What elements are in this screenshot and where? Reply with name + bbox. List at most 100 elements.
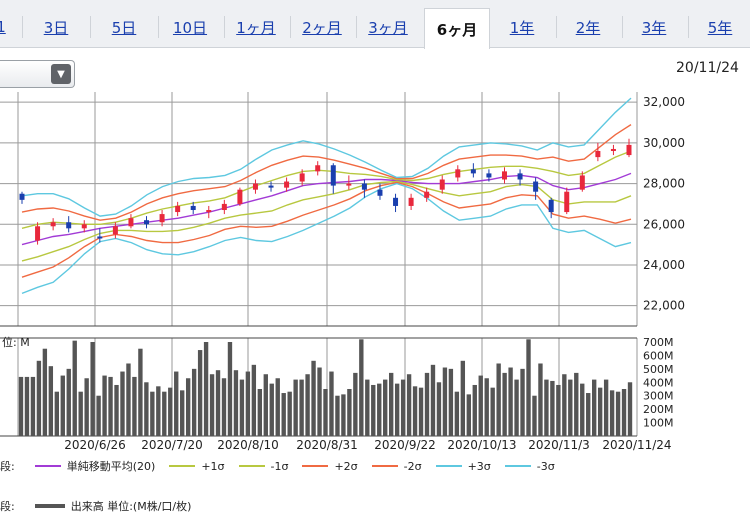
volume-bar xyxy=(377,383,382,436)
volume-bar xyxy=(42,348,48,436)
volume-bar xyxy=(609,390,615,436)
volume-bar xyxy=(78,391,83,436)
volume-bar xyxy=(365,379,370,436)
volume-bar xyxy=(436,382,442,436)
tab-3-years[interactable]: 3年 xyxy=(641,18,667,37)
date-tick-label: 2020/11/24 xyxy=(602,438,671,452)
band-line xyxy=(21,182,632,295)
tab-6-months[interactable]: 6ヶ月 xyxy=(424,8,490,49)
volume-bar xyxy=(305,374,310,436)
volume-bar xyxy=(508,367,513,436)
volume-bar xyxy=(48,366,54,436)
candle-body xyxy=(299,173,305,182)
candle-body xyxy=(393,197,399,206)
volume-bar xyxy=(293,379,298,436)
volume-bar xyxy=(156,386,161,436)
volume-bar xyxy=(329,371,334,436)
candle-body xyxy=(206,210,212,213)
legend-label: 出来高 単位:(M株/口/枚) xyxy=(70,500,192,513)
volume-bar xyxy=(478,375,483,436)
legend-swatch xyxy=(238,465,265,467)
tab-3-days[interactable]: 3日 xyxy=(43,18,69,37)
volume-bar xyxy=(627,382,633,436)
tab-2-years[interactable]: 2年 xyxy=(575,18,601,37)
candle-body xyxy=(330,165,336,186)
volume-bar xyxy=(239,379,245,436)
candle-body xyxy=(455,169,461,178)
volume-bar xyxy=(353,372,358,436)
tab-divider xyxy=(622,16,623,38)
volume-bar xyxy=(394,383,400,436)
volume-bar xyxy=(168,387,173,436)
candle-body xyxy=(346,183,352,186)
price-tick-label: 24,000 xyxy=(643,258,685,272)
candle-body xyxy=(377,189,383,196)
volume-bar xyxy=(550,380,555,436)
price-tick-label: 28,000 xyxy=(643,177,685,191)
volume-bar xyxy=(615,391,621,436)
tab-2-months[interactable]: 2ヶ月 xyxy=(302,18,342,37)
candle-body xyxy=(579,175,585,190)
candle-body xyxy=(144,220,150,225)
tab-5-days[interactable]: 5日 xyxy=(111,18,137,37)
volume-bar xyxy=(347,389,352,436)
tab-divider xyxy=(22,16,23,38)
tab-divider xyxy=(356,16,357,38)
volume-bar xyxy=(126,363,131,436)
date-tick-label: 2020/11/3 xyxy=(528,438,590,452)
volume-bar xyxy=(490,387,495,436)
candle-body xyxy=(128,218,134,227)
date-x-axis: 2020/6/26 2020/7/20 2020/8/10 2020/8/31 2020… xyxy=(64,438,671,452)
price-tick-label: 32,000 xyxy=(643,95,685,109)
volume-bar xyxy=(18,376,24,436)
volume-bar xyxy=(418,387,424,436)
volume-bar xyxy=(502,372,507,436)
chevron-down-icon[interactable]: ▼ xyxy=(51,64,71,84)
legend-swatch xyxy=(169,465,196,467)
candlestick-series xyxy=(19,138,632,245)
price-tick-label: 22,000 xyxy=(643,299,685,313)
volume-bar xyxy=(54,391,59,436)
chart-type-dropdown[interactable]: ▼ xyxy=(0,60,75,88)
volume-bar xyxy=(108,376,113,436)
band-line xyxy=(21,97,632,217)
legend-label: -3σ xyxy=(536,459,555,473)
tab-1-year[interactable]: 1年 xyxy=(509,18,535,37)
legend-swatch xyxy=(34,504,65,508)
tab-5-years[interactable]: 5年 xyxy=(707,18,733,37)
volume-tick-label: 700M xyxy=(643,336,674,349)
candle-body xyxy=(439,179,445,190)
candle-body xyxy=(19,193,25,200)
band-line xyxy=(21,180,632,262)
volume-bar xyxy=(544,379,549,436)
period-tab-bar: 1 3日 5日 10日 1ヶ月 2ヶ月 3ヶ月 6ヶ月 1年 2年 3年 5年 xyxy=(0,0,750,49)
legend-item-minus2sigma: -2σ xyxy=(371,460,422,473)
legend-swatch xyxy=(504,465,531,467)
volume-tick-label: 100M xyxy=(643,417,674,430)
volume-bar xyxy=(424,372,430,436)
volume-bar xyxy=(263,374,268,436)
volume-bar xyxy=(269,383,274,436)
legend-label: -1σ xyxy=(270,459,289,473)
volume-bars xyxy=(18,339,633,436)
date-tick-label: 2020/8/31 xyxy=(296,438,358,452)
date-tick-label: 2020/9/22 xyxy=(374,438,436,452)
candle-body xyxy=(626,144,632,156)
candle-body xyxy=(190,205,196,211)
band-line xyxy=(21,150,632,229)
price-grid xyxy=(0,92,638,327)
tab-10-days[interactable]: 10日 xyxy=(172,18,208,37)
candle-body xyxy=(221,203,227,211)
legend-swatch xyxy=(302,465,329,467)
tab-1[interactable]: 1 xyxy=(0,18,6,36)
tab-1-month[interactable]: 1ヶ月 xyxy=(236,18,276,37)
candle-body xyxy=(268,185,274,188)
band-line xyxy=(21,172,632,246)
legend-item-plus2sigma: +2σ xyxy=(302,460,358,473)
volume-bar xyxy=(568,379,573,436)
volume-bar xyxy=(251,364,257,436)
legend-item-minus1sigma: -1σ xyxy=(238,459,289,473)
candle-body xyxy=(175,205,181,213)
tab-3-months[interactable]: 3ヶ月 xyxy=(368,18,408,37)
volume-bar xyxy=(275,378,280,436)
